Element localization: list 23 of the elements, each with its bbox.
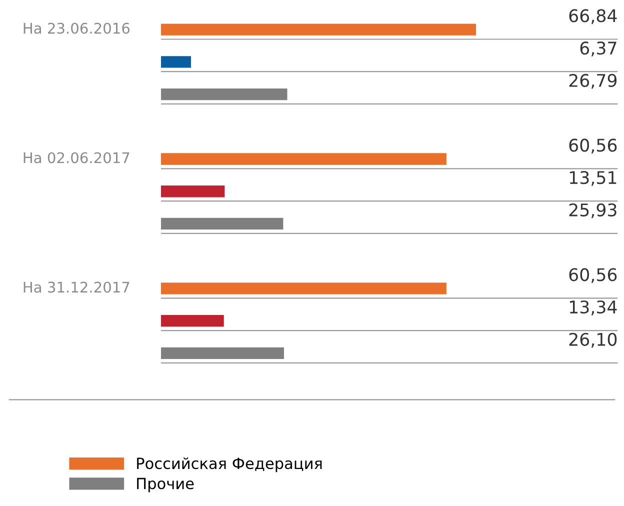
y-tick-label: На 02.06.2017 — [24, 152, 130, 164]
y-tick-label: На 23.06.2016 — [24, 22, 130, 34]
data-label: 13,51 — [570, 170, 616, 186]
bar — [160, 24, 476, 36]
data-label: 26,10 — [569, 332, 617, 348]
data-label: 13,34 — [570, 300, 617, 316]
bar — [160, 56, 192, 68]
data-label: 6,37 — [580, 42, 616, 56]
legend-label: Прочие — [137, 478, 194, 492]
bar — [160, 315, 224, 327]
bar — [160, 218, 284, 230]
data-label: 26,79 — [569, 74, 617, 89]
bar — [160, 347, 284, 360]
bar — [160, 186, 225, 198]
data-label: 66,84 — [569, 9, 617, 24]
data-label: 60,56 — [569, 138, 617, 154]
data-label: 60,56 — [569, 268, 617, 283]
legend-label: Российская Федерация — [137, 457, 322, 472]
bar — [160, 153, 446, 165]
y-tick-label: На 31.12.2017 — [24, 282, 130, 293]
bar — [160, 88, 288, 100]
data-label: 25,93 — [569, 203, 616, 218]
bar — [160, 282, 446, 294]
